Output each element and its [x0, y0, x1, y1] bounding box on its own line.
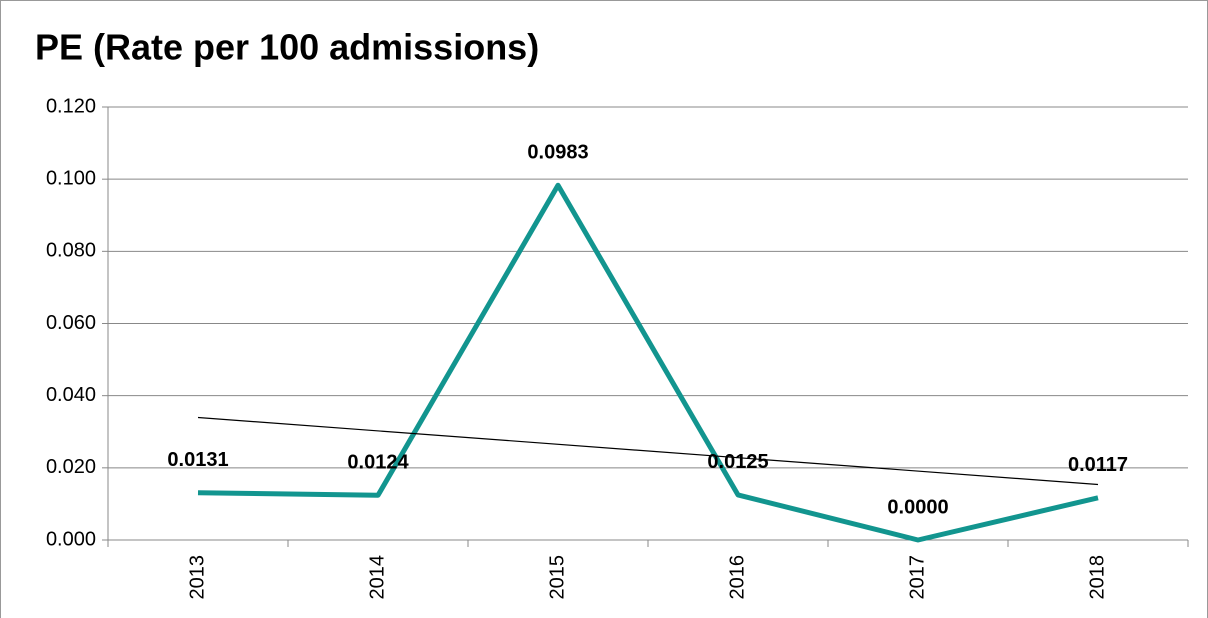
y-tick-label: 0.100 [46, 167, 96, 189]
data-line [197, 182, 1099, 543]
data-label: 0.0117 [1068, 454, 1128, 476]
x-tick-label: 2016 [726, 555, 748, 600]
y-tick-label: 0.020 [46, 456, 96, 478]
data-label: 0.0000 [887, 496, 948, 518]
x-tick-label: 2018 [1086, 555, 1108, 600]
x-tick-label: 2015 [546, 555, 568, 600]
x-tick-label: 2013 [186, 555, 208, 600]
y-tick-label: 0.080 [46, 240, 96, 262]
x-tick-label: 2014 [366, 555, 388, 600]
y-tick-label: 0.000 [46, 528, 96, 550]
data-label: 0.0131 [167, 449, 228, 471]
data-label: 0.0125 [707, 451, 768, 473]
data-label: 0.0983 [527, 142, 588, 164]
y-tick-label: 0.060 [46, 312, 96, 334]
trendline [197, 416, 1099, 486]
chart-title: PE (Rate per 100 admissions) [35, 27, 539, 68]
data-label: 0.0124 [347, 452, 409, 474]
y-tick-label: 0.120 [46, 95, 96, 117]
x-tick-label: 2017 [906, 555, 928, 600]
y-tick-label: 0.040 [46, 384, 96, 406]
